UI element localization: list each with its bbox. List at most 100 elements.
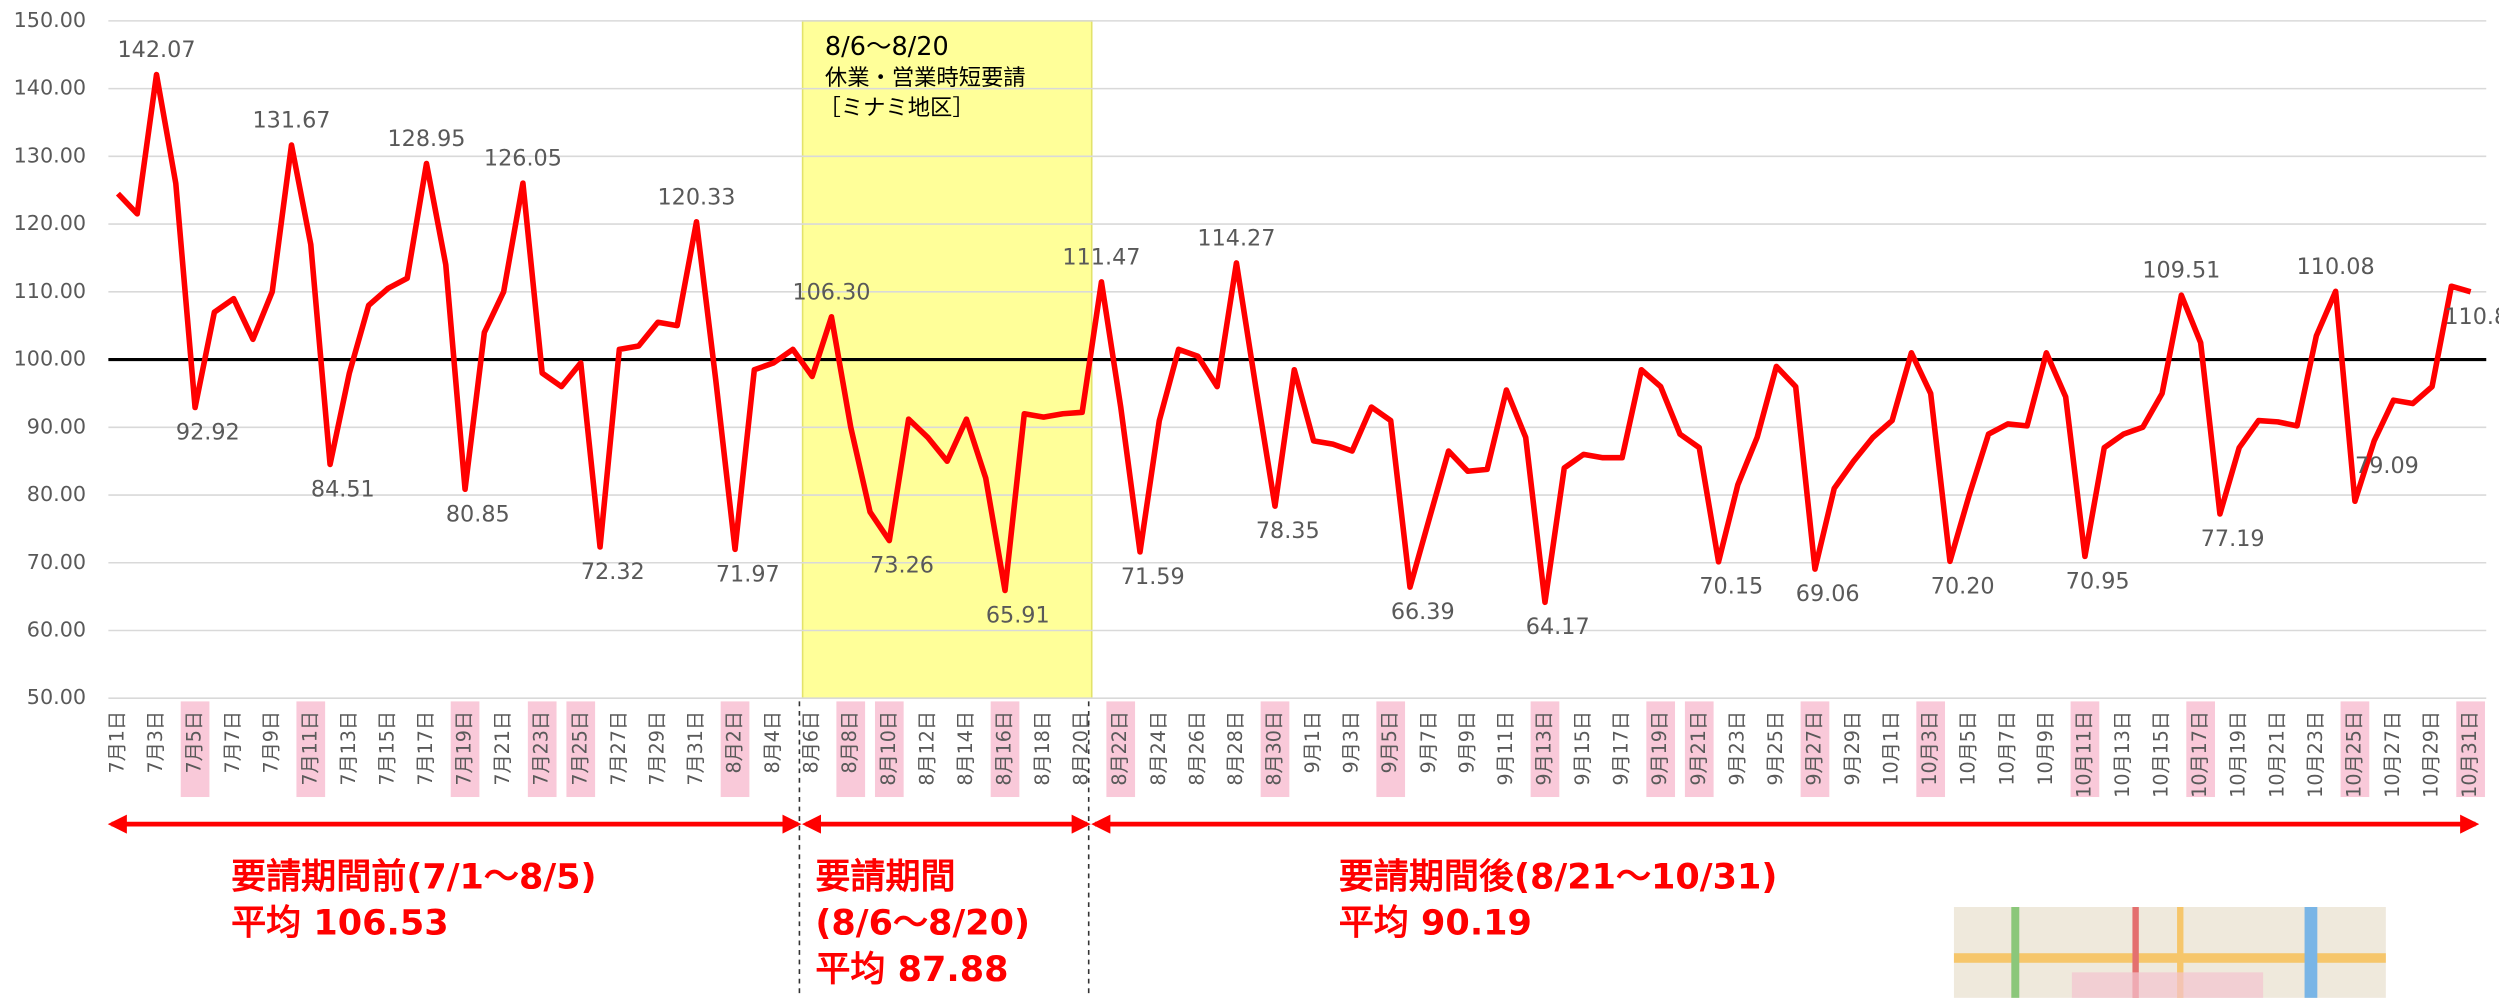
x-tick-label: 8月30日	[1263, 711, 1286, 786]
value-label: 70.20	[1931, 573, 1995, 599]
x-tick-label: 10月9日	[2034, 711, 2057, 786]
chart: 8/6～8/20 休業・営業時短要請 ［ミナミ地区］ 50.00 60.00 70.00 8…	[0, 0, 2499, 998]
value-label: 111.47	[1062, 244, 1140, 270]
value-label: 84.51	[311, 476, 375, 502]
value-label: 77.19	[2201, 526, 2265, 552]
value-label: 131.67	[252, 108, 330, 134]
x-tick-label: 10月31日	[2458, 711, 2481, 798]
value-label: 142.07	[117, 37, 195, 63]
x-tick-label: 10月29日	[2420, 711, 2443, 798]
x-tick-label: 9月17日	[1610, 711, 1633, 786]
x-tick-label: 7月17日	[414, 711, 437, 786]
x-tick-label: 8月14日	[954, 711, 977, 786]
x-tick-label: 10月27日	[2381, 711, 2404, 798]
y-tick-label: 150.00	[14, 8, 86, 32]
value-label: 80.85	[446, 501, 510, 527]
value-label: 110.08	[2297, 254, 2375, 280]
x-tick-label: 8月28日	[1224, 711, 1247, 786]
region-label: ［ミナミ地区］	[819, 95, 975, 121]
x-tick-label: 7月31日	[684, 711, 707, 786]
x-tick-label: 10月5日	[1957, 711, 1980, 786]
value-label: 78.35	[1256, 518, 1320, 544]
x-tick-label: 7月29日	[645, 711, 668, 786]
x-tick-label: 8月18日	[1031, 711, 1054, 786]
x-tick-label: 9月21日	[1687, 711, 1710, 786]
x-tick-label: 7月15日	[375, 711, 398, 786]
x-tick-label: 8月16日	[993, 711, 1016, 786]
x-tick-label: 7月13日	[337, 711, 360, 786]
x-tick-label: 7月11日	[298, 711, 321, 786]
x-tick-label: 10月7日	[1995, 711, 2018, 786]
y-tick-label: 140.00	[14, 76, 86, 100]
value-label: 72.32	[581, 559, 645, 585]
value-label: 64.17	[1526, 614, 1590, 640]
value-label: 106.30	[792, 279, 870, 305]
period-label: (8/6～8/20)	[815, 903, 1030, 944]
x-tick-label: 8月12日	[915, 711, 938, 786]
x-tick-label: 8月4日	[761, 711, 784, 774]
value-label: 65.91	[986, 602, 1050, 628]
y-tick-label: 120.00	[14, 211, 86, 235]
y-tick-label: 50.00	[27, 685, 86, 709]
value-label: 128.95	[387, 126, 465, 152]
value-label: 109.51	[2142, 258, 2220, 284]
x-tick-label: 9月1日	[1301, 711, 1324, 774]
x-tick-label: 10月1日	[1880, 711, 1903, 786]
x-tick-label: 9月7日	[1417, 711, 1440, 774]
y-tick-label: 100.00	[14, 347, 86, 371]
value-label: 110.82	[2444, 304, 2499, 330]
x-tick-label: 9月15日	[1571, 711, 1594, 786]
x-tick-label: 10月3日	[1918, 711, 1941, 786]
x-tick-label: 10月19日	[2227, 711, 2250, 798]
value-label: 126.05	[484, 146, 562, 172]
value-label: 71.97	[716, 561, 780, 587]
y-tick-label: 60.00	[27, 617, 86, 641]
value-label: 66.39	[1391, 599, 1455, 625]
map-thumbnail	[1954, 907, 2386, 998]
region-label: 休業・営業時短要請	[825, 65, 1026, 91]
value-label: 70.95	[2066, 568, 2130, 594]
x-tick-label: 10月21日	[2265, 711, 2288, 798]
x-tick-label: 8月6日	[800, 711, 823, 774]
y-tick-label: 70.00	[27, 550, 86, 574]
x-tick-label: 7月9日	[260, 711, 283, 774]
x-tick-label: 9月3日	[1340, 711, 1363, 774]
x-tick-label: 7月5日	[183, 711, 206, 774]
period-label: 要請期間前(7/1～8/5)	[231, 856, 596, 897]
x-tick-label: 9月11日	[1494, 711, 1517, 786]
period-label: 要請期間	[815, 856, 955, 897]
x-tick-label: 8月8日	[838, 711, 861, 774]
x-tick-label: 7月3日	[144, 711, 167, 774]
y-tick-label: 80.00	[27, 482, 86, 506]
value-label: 71.59	[1121, 564, 1185, 590]
x-tick-label: 10月11日	[2072, 711, 2095, 798]
x-tick-label: 7月23日	[530, 711, 553, 786]
x-tick-label: 9月9日	[1455, 711, 1478, 774]
x-tick-label: 9月23日	[1725, 711, 1748, 786]
x-tick-label: 7月25日	[568, 711, 591, 786]
value-label: 114.27	[1197, 225, 1275, 251]
x-tick-label: 9月13日	[1532, 711, 1555, 786]
page: {"chart_data":{ "type":"line", "categori…	[0, 0, 2499, 998]
x-tick-label: 8月22日	[1108, 711, 1131, 786]
x-tick-label: 8月26日	[1185, 711, 1208, 786]
period-label: 平均 87.88	[815, 949, 1008, 990]
x-tick-label: 10月13日	[2111, 711, 2134, 798]
x-tick-label: 9月27日	[1802, 711, 1825, 786]
x-tick-label: 7月7日	[221, 711, 244, 774]
x-tick-label: 9月29日	[1841, 711, 1864, 786]
x-tick-label: 10月17日	[2188, 711, 2211, 798]
x-tick-label: 8月10日	[877, 711, 900, 786]
x-tick-label: 9月5日	[1378, 711, 1401, 774]
period-label: 平均 90.19	[1339, 903, 1532, 944]
value-label: 92.92	[176, 420, 240, 446]
region-label: 8/6～8/20	[825, 32, 949, 62]
value-label: 69.06	[1796, 581, 1860, 607]
value-label: 70.15	[1699, 574, 1763, 600]
value-label: 79.09	[2355, 453, 2419, 479]
y-tick-label: 130.00	[14, 143, 86, 167]
x-tick-label: 9月25日	[1764, 711, 1787, 786]
x-tick-label: 7月27日	[607, 711, 630, 786]
x-tick-label: 7月19日	[453, 711, 476, 786]
y-tick-label: 110.00	[14, 279, 86, 303]
